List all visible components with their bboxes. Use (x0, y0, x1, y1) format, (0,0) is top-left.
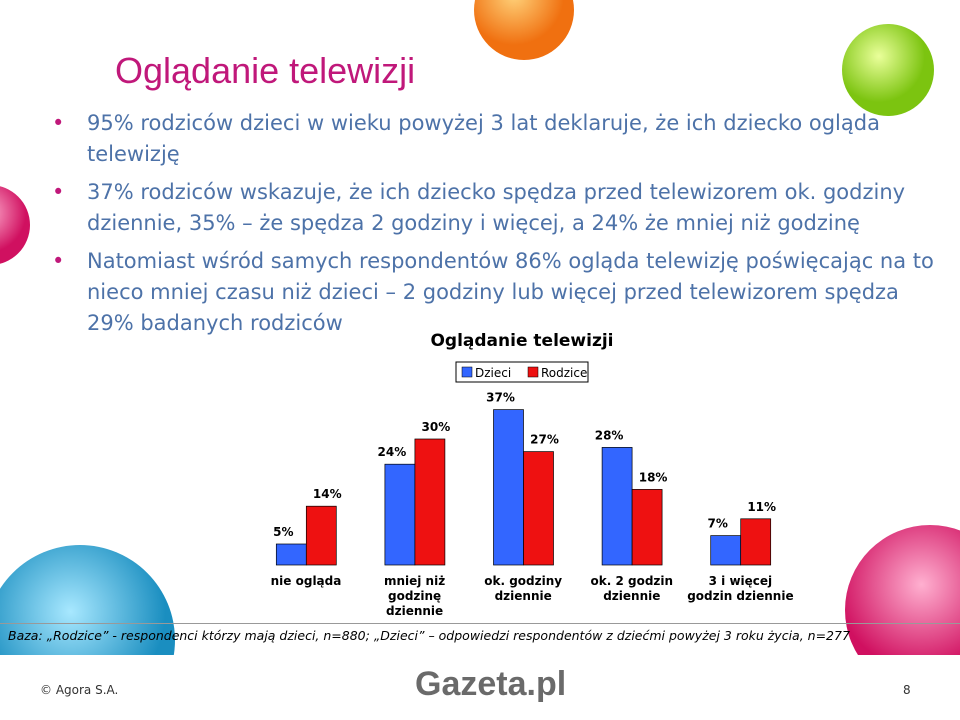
bullet: 95% rodziców dzieci w wieku powyżej 3 la… (52, 108, 942, 170)
bar (523, 451, 554, 566)
value-label: 28% (595, 428, 624, 442)
legend-label: Dzieci (475, 366, 511, 380)
value-label: 37% (486, 391, 515, 405)
slide-title: Oglądanie telewizji (115, 50, 416, 91)
x-tick-label: 3 i więcej godzin dziennie (687, 574, 794, 603)
x-tick-label: mniej niż godzinę dziennie (383, 574, 446, 618)
value-label: 7% (708, 517, 728, 531)
x-tick-label: nie ogląda (270, 574, 342, 588)
bar (305, 505, 337, 566)
legend-label: Rodzice (541, 366, 587, 380)
legend-swatch (527, 366, 539, 378)
bullet-list: 95% rodziców dzieci w wieku powyżej 3 la… (52, 108, 942, 346)
bar (601, 447, 633, 566)
ball (0, 186, 30, 264)
value-label: 24% (378, 445, 407, 459)
value-label: 27% (530, 433, 559, 447)
x-tick-label: ok. 2 godzin dziennie (590, 574, 674, 603)
copyright: © Agora S.A. (40, 683, 119, 697)
bullet: Natomiast wśród samych respondentów 86% … (52, 246, 942, 339)
legend-swatch (461, 366, 473, 378)
bar (414, 438, 446, 566)
legend-box (455, 361, 589, 383)
ball (474, 0, 574, 60)
page-number: 8 (903, 683, 911, 697)
footnote: Baza: „Rodzice” - respondenci którzy maj… (8, 628, 850, 643)
footer-bar (0, 655, 960, 720)
bar (631, 489, 663, 566)
bar (493, 409, 524, 566)
ball (845, 525, 960, 695)
chart-title: Oglądanie telewizji (430, 331, 613, 351)
bar (710, 535, 742, 566)
ball (842, 24, 934, 116)
value-label: 11% (747, 500, 776, 514)
logo: Gazeta.pl (415, 665, 567, 703)
bar (275, 543, 307, 566)
separator (0, 623, 960, 624)
value-label: 30% (422, 420, 451, 434)
value-label: 5% (273, 525, 293, 539)
x-tick-label: ok. godziny dziennie (484, 574, 563, 603)
value-label: 14% (313, 487, 342, 501)
bar (384, 463, 416, 566)
bullet: 37% rodziców wskazuje, że ich dziecko sp… (52, 177, 942, 239)
bar (740, 518, 772, 566)
value-label: 18% (639, 470, 668, 484)
